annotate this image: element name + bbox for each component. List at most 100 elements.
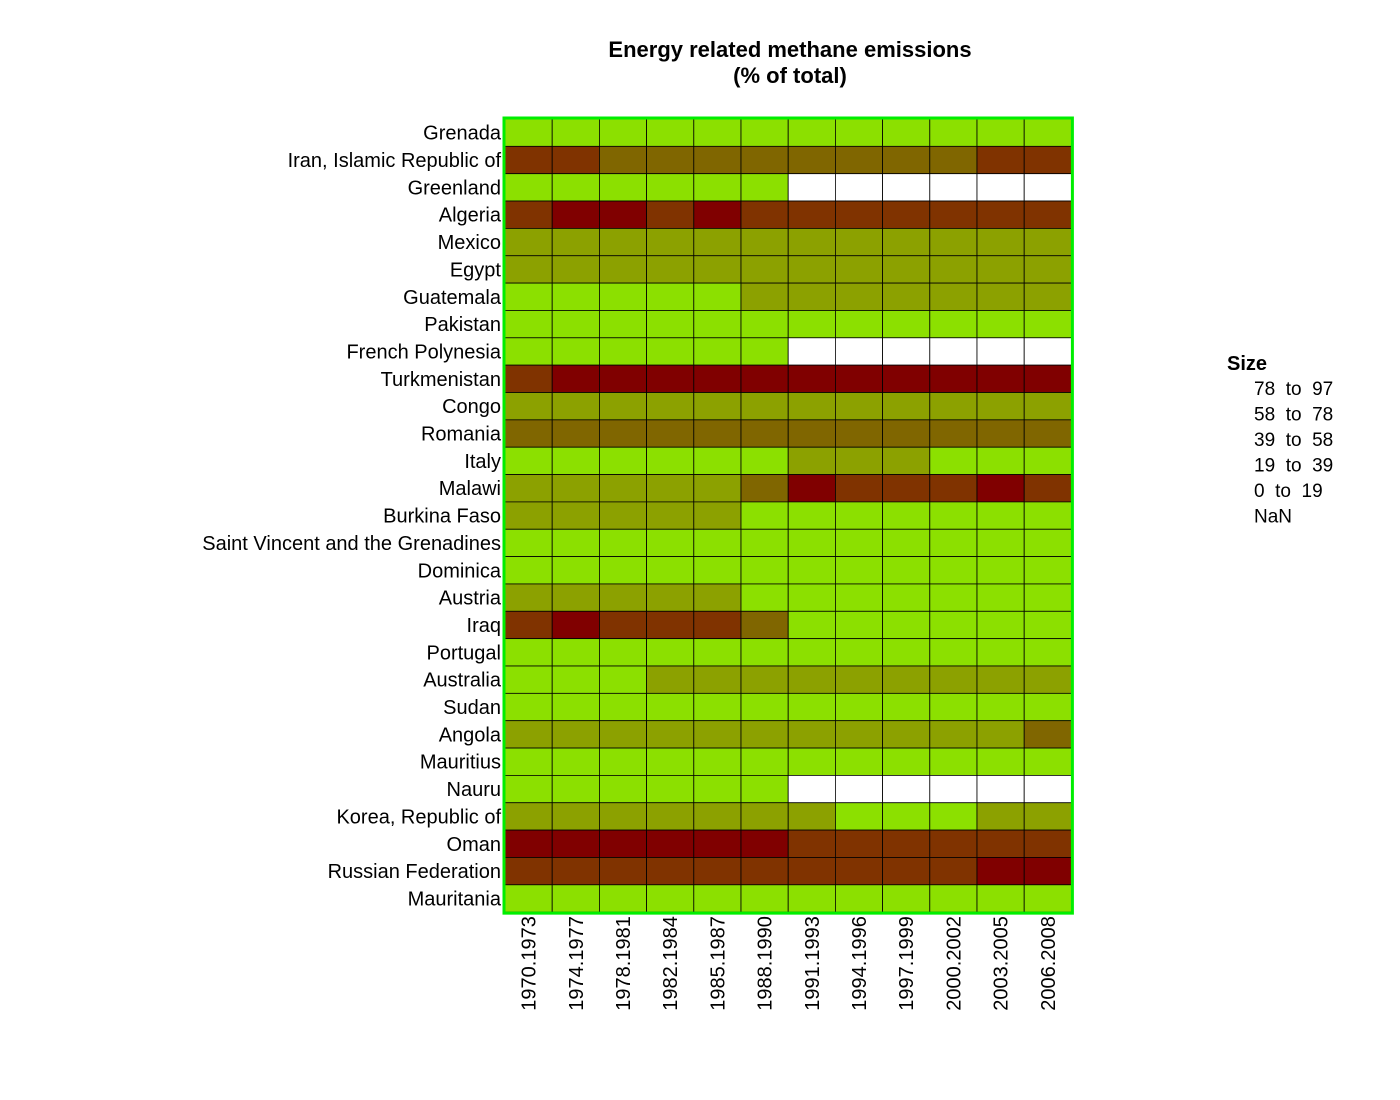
heatmap-cell [646,829,695,858]
heatmap-cell [787,528,836,558]
heatmap-cell [551,884,600,913]
heatmap-cell [1023,610,1072,640]
heatmap-cell [646,392,695,421]
heatmap-cell [787,775,836,804]
heatmap-cell [504,720,553,749]
heatmap-cell [646,884,695,913]
heatmap-cell [1023,528,1072,558]
heatmap-cell [740,419,789,448]
heatmap-cell [740,884,789,913]
heatmap-cell [835,775,884,804]
heatmap-cell [551,857,600,886]
heatmap-cell [1023,255,1072,284]
column-label: 1988.1990 [755,916,777,1011]
heatmap-cell [835,145,884,175]
heatmap-cell [551,665,600,694]
row-label: Mauritius [420,752,501,774]
heatmap-cell [1023,747,1072,776]
heatmap-cell [646,419,695,448]
heatmap-cell [1023,474,1072,503]
heatmap-cell [646,638,695,667]
heatmap-cell [929,802,978,831]
heatmap-cell [740,446,789,475]
row-labels: Grenada Iran, Islamic Republic of Greenlan… [202,123,502,911]
row-label: Iraq [467,615,501,637]
heatmap-cell [646,446,695,475]
heatmap-cell [976,392,1025,421]
heatmap-cell [551,638,600,667]
heatmap-cell [646,747,695,776]
row-label: Austria [439,588,502,610]
heatmap-cell [693,118,742,147]
heatmap-cell [929,118,978,147]
heatmap-cell [882,255,931,284]
heatmap-cell [882,501,931,530]
heatmap-cell [504,610,553,640]
heatmap-cell [599,446,648,475]
heatmap-cell [882,802,931,831]
heatmap-cell [693,720,742,749]
heatmap-cell [976,446,1025,475]
heatmap-cell [835,392,884,421]
heatmap-cell [1023,173,1072,202]
heatmap-cell [646,282,695,311]
heatmap-cell [787,638,836,667]
heatmap-cell [976,775,1025,804]
heatmap-cell [976,665,1025,694]
heatmap-cell [693,775,742,804]
heatmap-cell [599,392,648,421]
column-label: 1970.1973 [519,916,541,1011]
legend-item-label: 39 to 58 [1254,430,1333,451]
heatmap-cell [787,337,836,366]
heatmap-cell [976,118,1025,147]
heatmap-cell [551,829,600,858]
row-label: Congo [442,396,501,418]
column-label: 2003.2005 [991,916,1013,1011]
heatmap-cell [976,255,1025,284]
heatmap-cell [551,775,600,804]
heatmap-cell [976,884,1025,913]
heatmap-cell [1023,665,1072,694]
heatmap-cell [1023,583,1072,612]
heatmap-cell [646,118,695,147]
heatmap-cell [882,200,931,229]
heatmap-cell [599,775,648,804]
row-label: Australia [423,670,502,692]
heatmap-cell [693,610,742,640]
heatmap-cell [740,775,789,804]
heatmap-cell [551,610,600,640]
heatmap-cell [599,857,648,886]
heatmap-cell [693,665,742,694]
heatmap-cell [504,392,553,421]
row-label: Grenada [423,123,502,145]
heatmap-cell [882,692,931,722]
heatmap-cell [787,200,836,229]
heatmap-cell [787,392,836,421]
heatmap-cell [929,310,978,339]
heatmap-cell [976,747,1025,776]
heatmap-cell [882,282,931,311]
heatmap-cell [882,857,931,886]
heatmap-cell [599,884,648,913]
heatmap-cell [646,665,695,694]
heatmap-cell [882,364,931,393]
heatmap-cell [882,337,931,366]
heatmap-cell [693,255,742,284]
heatmap-cell [976,857,1025,886]
heatmap-cell [976,610,1025,640]
heatmap-cell [787,446,836,475]
heatmap-cell [787,118,836,147]
column-label: 1974.1977 [566,916,588,1011]
heatmap-cell [646,556,695,585]
row-label: Pakistan [424,314,501,336]
heatmap-cell [976,501,1025,530]
heatmap-cell [504,692,553,722]
heatmap-cell [693,857,742,886]
column-label: 1985.1987 [707,916,729,1011]
heatmap-cell [835,610,884,640]
heatmap-cell [646,583,695,612]
heatmap-cell [740,556,789,585]
heatmap-cell [787,364,836,393]
column-labels: 1970.1973 1974.1977 1978.1981 1982.1984 1985… [519,916,1060,1011]
heatmap-cell [787,747,836,776]
